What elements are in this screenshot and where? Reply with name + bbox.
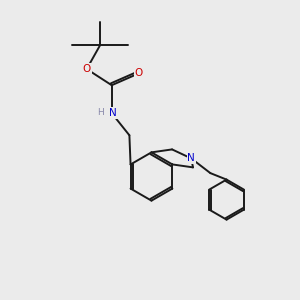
- Text: N: N: [187, 153, 195, 164]
- Text: H: H: [97, 108, 104, 117]
- Text: O: O: [82, 64, 91, 74]
- Text: O: O: [135, 68, 143, 78]
- Text: N: N: [109, 108, 117, 118]
